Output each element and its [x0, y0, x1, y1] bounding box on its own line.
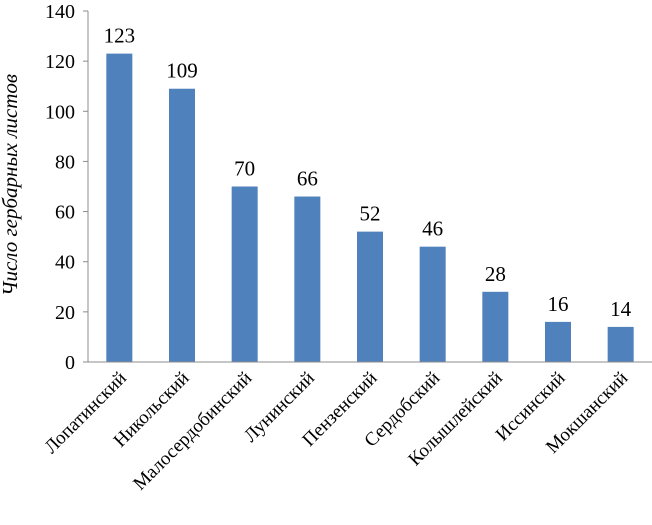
- data-label: 123: [104, 24, 136, 48]
- bar: [106, 53, 133, 362]
- data-labels: 123 109 70 66 52 46 28 16 14: [100, 23, 635, 321]
- bar: [607, 326, 634, 362]
- data-label-background: [544, 291, 572, 316]
- bar: [357, 231, 383, 362]
- category-label: Малосердобинский: [129, 368, 256, 495]
- data-label-background: [356, 201, 384, 226]
- data-label: 66: [297, 167, 318, 191]
- data-label-background: [231, 156, 259, 181]
- bar: [419, 246, 446, 362]
- y-tick-label: 0: [65, 352, 75, 374]
- bar: [231, 186, 258, 362]
- data-label: 52: [360, 202, 381, 226]
- y-tick-label: 40: [55, 252, 75, 274]
- bar: [294, 196, 321, 362]
- bar: [482, 291, 509, 362]
- y-tick-label: 120: [45, 51, 75, 73]
- data-label-background: [481, 261, 509, 286]
- data-label: 14: [610, 297, 632, 321]
- data-label-background: [293, 166, 321, 191]
- bar: [545, 321, 571, 362]
- data-label-background: [419, 216, 447, 241]
- data-label: 28: [485, 262, 506, 286]
- data-label-background: [100, 23, 139, 48]
- data-label: 16: [548, 292, 569, 316]
- data-label-background: [607, 296, 635, 321]
- y-tick-label: 80: [55, 151, 75, 173]
- y-tick-label: 20: [55, 302, 75, 324]
- data-label: 46: [422, 217, 443, 241]
- data-label: 70: [234, 157, 255, 181]
- bar: [169, 88, 195, 362]
- bars: [106, 53, 634, 362]
- data-label: 109: [166, 59, 198, 83]
- y-axis-title: Число гербарных листов: [0, 74, 22, 296]
- y-axis: 0 20 40 60 80 100 120 140: [45, 1, 89, 374]
- y-tick-label: 140: [45, 1, 75, 23]
- y-tick-label: 60: [55, 202, 75, 224]
- y-tick-label: 100: [45, 101, 75, 123]
- category-labels: ЛопатинскийНикольскийМалосердобинскийЛун…: [41, 368, 633, 495]
- data-label-background: [163, 58, 201, 83]
